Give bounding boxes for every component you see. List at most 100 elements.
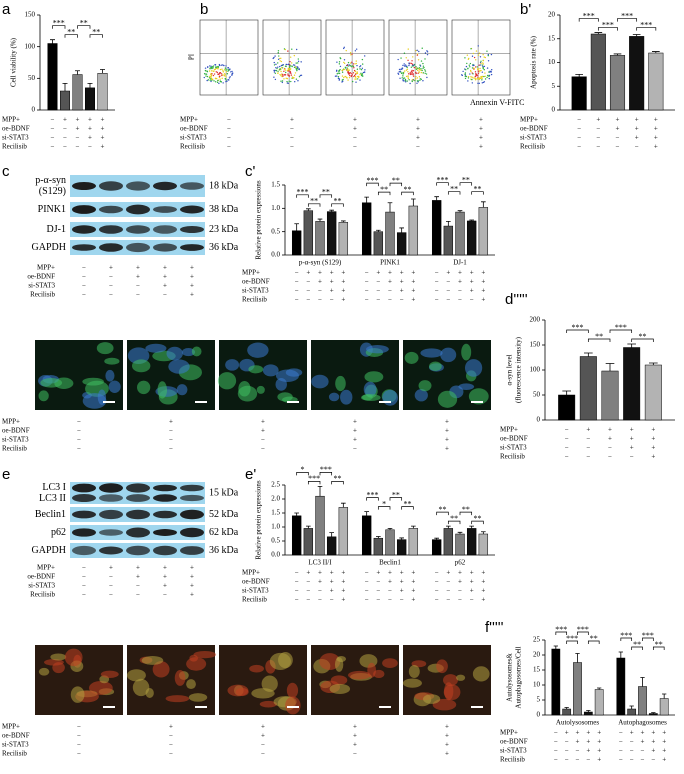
flow-dot <box>346 64 349 67</box>
flow-dot <box>289 61 291 63</box>
flow-dot <box>487 60 490 62</box>
label: + <box>479 134 483 142</box>
label: − <box>446 587 450 595</box>
label: − <box>109 291 113 299</box>
flow-dot <box>407 59 409 62</box>
label: + <box>330 578 334 586</box>
flow-dot <box>483 65 486 68</box>
label: − <box>261 445 265 453</box>
label: b' <box>520 1 531 18</box>
flow-dot <box>411 78 414 81</box>
label: ** <box>462 175 470 184</box>
sig-bracket <box>307 203 321 207</box>
label: p-α-syn <box>35 175 66 186</box>
flow-dot <box>283 74 286 76</box>
flow-dot <box>356 71 358 73</box>
flow-dot <box>488 77 490 80</box>
flow-dot <box>211 79 213 81</box>
label: ** <box>439 505 447 514</box>
flow-dot <box>287 74 289 77</box>
cell <box>362 394 373 401</box>
flow-dot <box>289 64 291 66</box>
bar <box>373 537 384 556</box>
flow-dot <box>209 68 211 70</box>
flow-dot <box>206 75 209 78</box>
label: ** <box>380 185 388 194</box>
label: + <box>576 729 580 737</box>
error-bar <box>446 525 451 529</box>
label: − <box>330 596 334 604</box>
cell <box>248 365 264 374</box>
label: oe-BDNF <box>2 732 30 740</box>
flow-dot <box>403 70 406 72</box>
label: 0 <box>537 416 541 424</box>
flow-dot <box>341 75 344 77</box>
flow-dot <box>406 68 409 70</box>
flow-dot <box>355 62 357 65</box>
label: Recilisib <box>2 445 27 453</box>
label: − <box>51 116 55 124</box>
label: + <box>445 741 449 749</box>
flow-dot <box>211 73 213 75</box>
flow-dot <box>222 74 224 76</box>
label: − <box>109 282 113 290</box>
error-bar <box>376 536 381 539</box>
flow-dot <box>223 75 225 77</box>
flow-dot <box>336 61 338 63</box>
flow-dot <box>212 67 214 69</box>
flow-dot <box>421 69 423 72</box>
bar <box>315 221 325 256</box>
label: *** <box>437 175 449 184</box>
blot-band <box>99 225 123 234</box>
label: − <box>295 278 299 286</box>
flow-dot <box>347 61 350 64</box>
bar <box>338 222 349 256</box>
label: Recilisib <box>500 453 525 461</box>
flow-dot <box>482 59 485 62</box>
label: + <box>376 269 380 277</box>
flow-dot <box>272 57 274 60</box>
label: PINK1 <box>38 204 66 215</box>
label: − <box>554 729 558 737</box>
label: si-STAT3 <box>520 134 547 142</box>
flow-dot <box>351 80 354 83</box>
label: − <box>51 143 55 151</box>
label: − <box>318 296 322 304</box>
cell <box>456 674 466 681</box>
label: + <box>353 427 357 435</box>
label: c' <box>245 163 256 180</box>
flow-dot <box>469 62 472 65</box>
flow-dot <box>295 66 297 68</box>
flow-dot <box>418 76 421 78</box>
sig-bracket <box>389 182 403 187</box>
label: − <box>77 750 81 758</box>
flow-dot <box>400 72 403 75</box>
label: − <box>330 296 334 304</box>
label: + <box>458 578 462 586</box>
flow-dot <box>350 75 353 78</box>
blot-band <box>126 181 150 191</box>
bar <box>361 515 372 556</box>
label: − <box>435 296 439 304</box>
flow-dot <box>281 81 284 84</box>
label: oe-BDNF <box>520 125 548 133</box>
bar <box>571 76 587 111</box>
error-bar <box>376 229 381 232</box>
label: d''''' <box>505 291 528 308</box>
label: + <box>190 291 194 299</box>
flow-dot <box>398 68 401 71</box>
label: PINK1 <box>380 259 400 267</box>
flow-dot <box>407 76 409 78</box>
label: + <box>190 564 194 572</box>
flow-dot <box>290 74 293 76</box>
cell <box>256 385 265 394</box>
label: oe-BDNF <box>2 427 30 435</box>
label: + <box>400 287 404 295</box>
label: + <box>458 569 462 577</box>
label: − <box>435 269 439 277</box>
label: + <box>163 264 167 272</box>
flow-dot <box>211 78 213 80</box>
label: − <box>596 134 600 142</box>
label: PI <box>188 53 196 60</box>
